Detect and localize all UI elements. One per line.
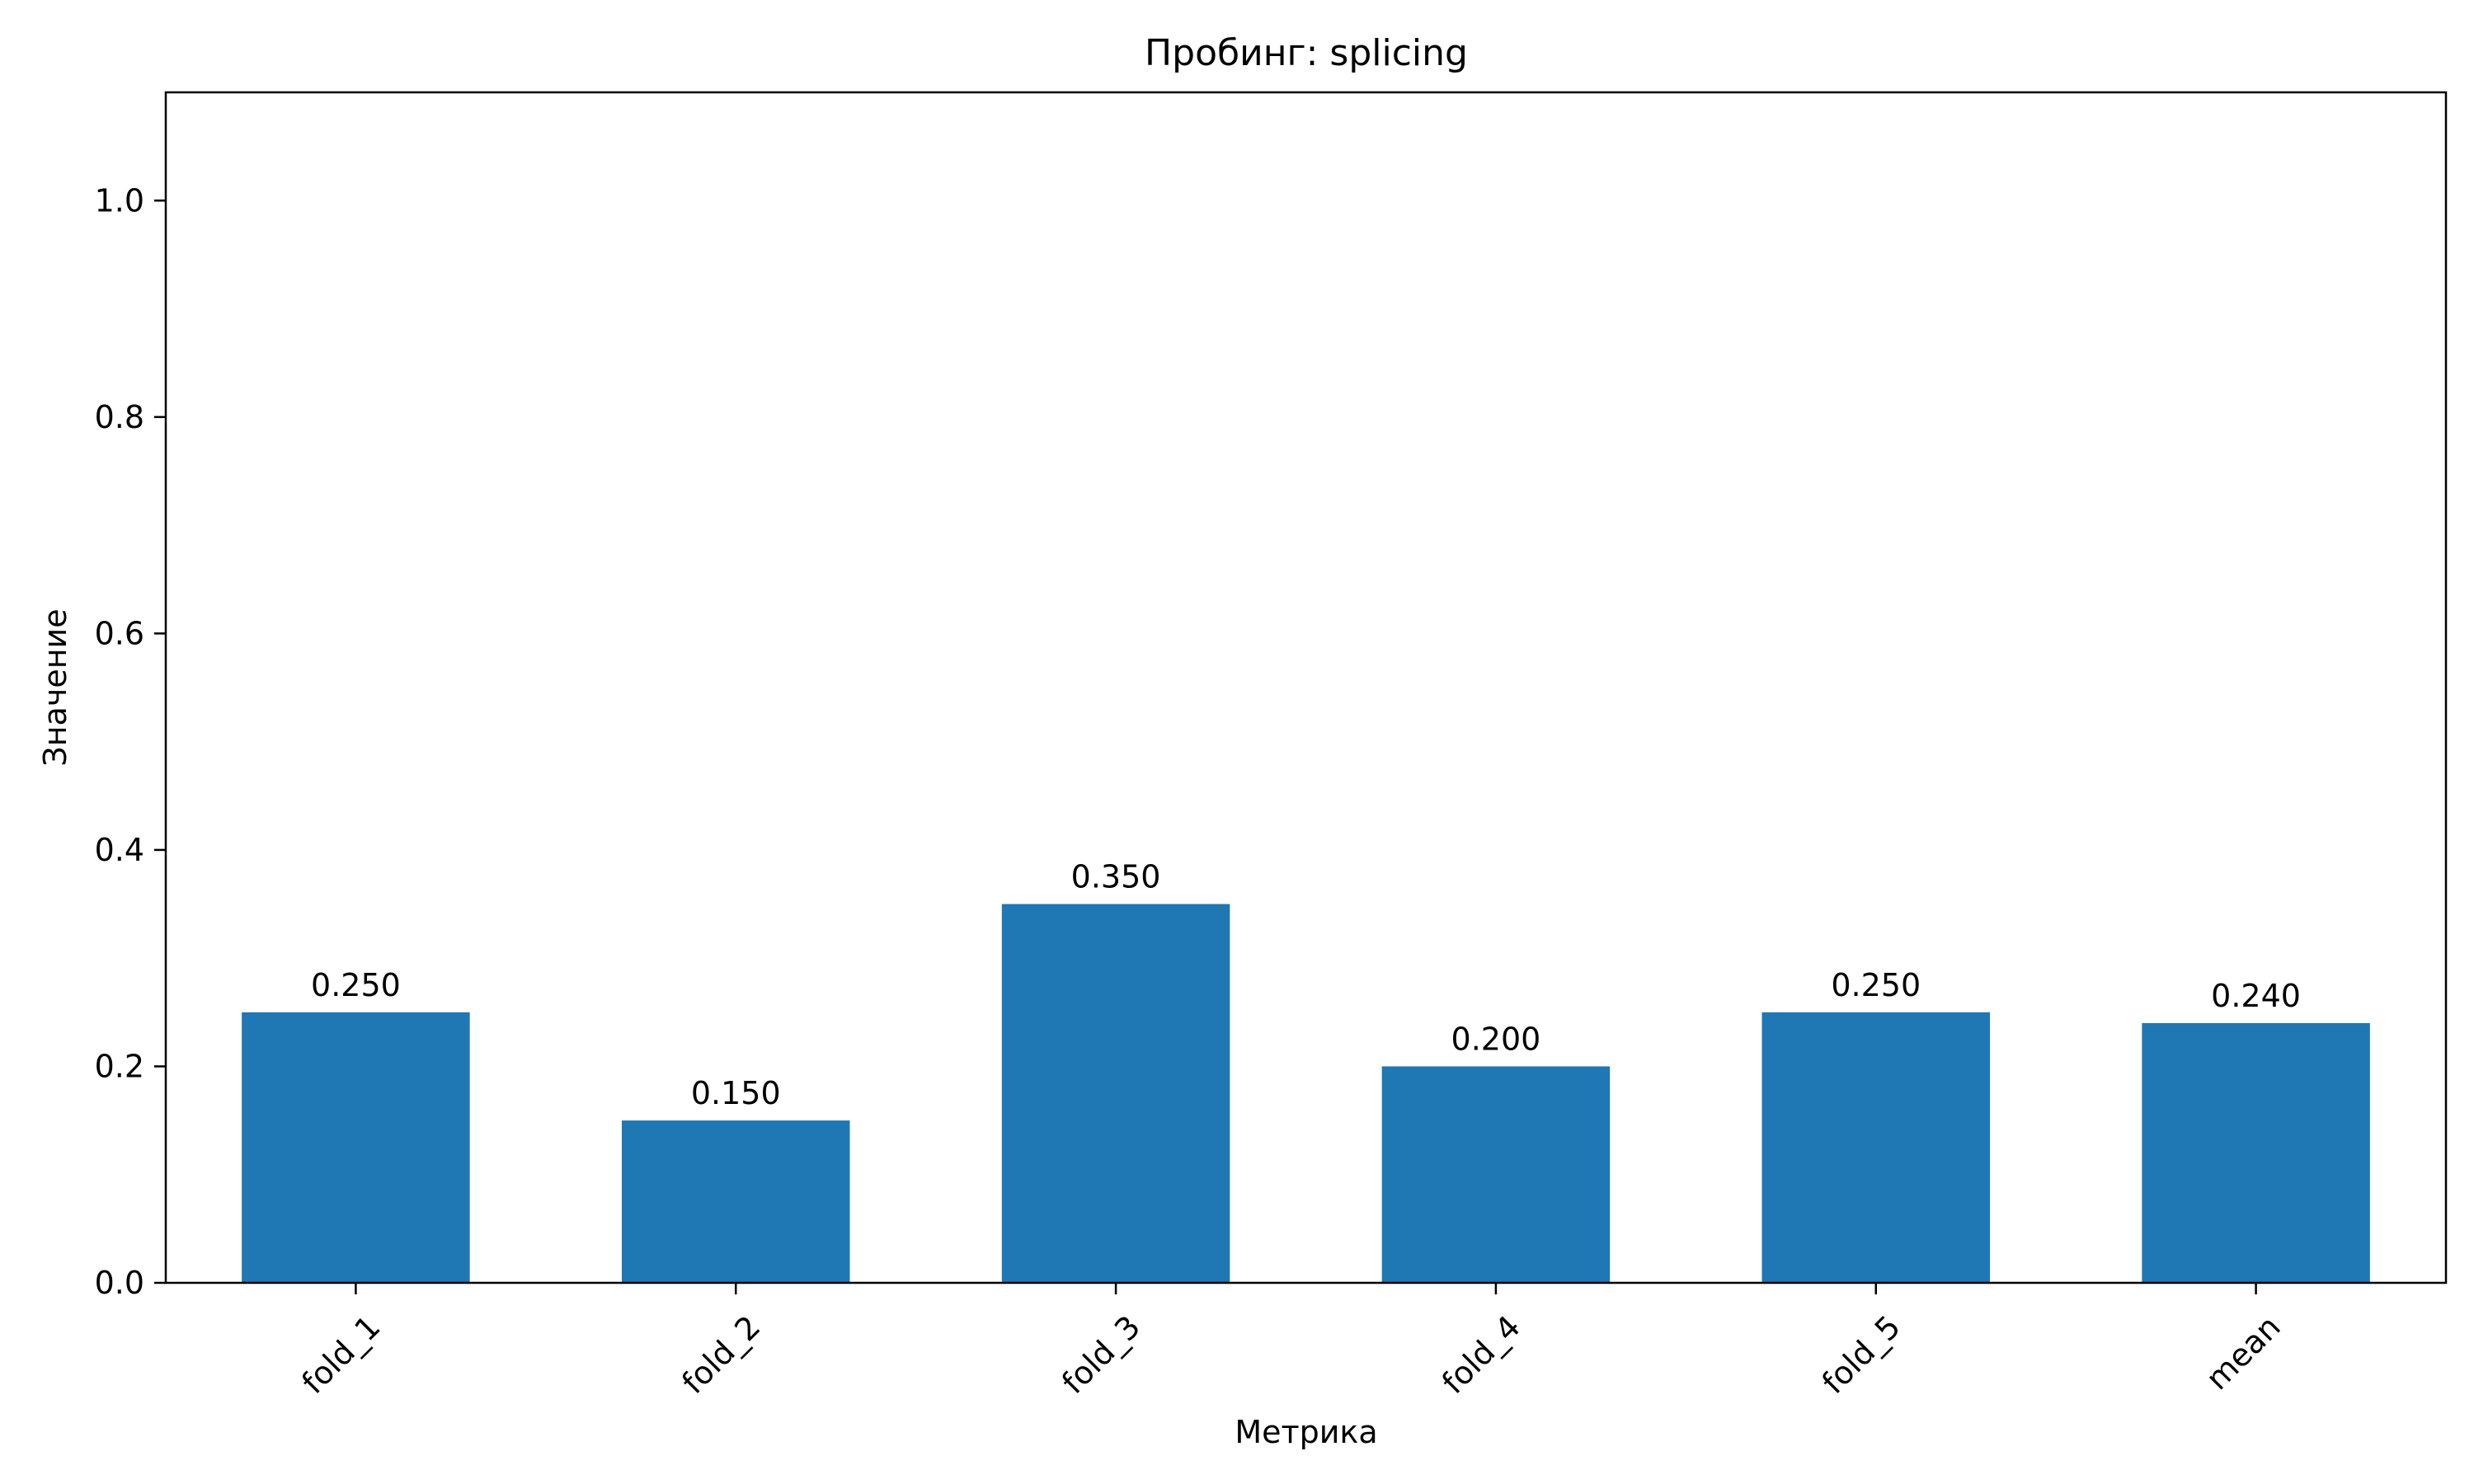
x-axis-label: Метрика [1235,1414,1377,1450]
bar-fold-5 [1761,1012,1990,1283]
y-tick-label: 0.0 [95,1265,144,1301]
bar-value-label: 0.250 [1831,967,1921,1003]
bar-value-label: 0.150 [691,1075,781,1111]
bar-fold-3 [1001,904,1230,1283]
bar-value-label: 0.200 [1451,1021,1541,1057]
chart-title: Пробинг: splicing [1145,32,1468,74]
bar-fold-1 [242,1012,470,1283]
y-tick-label: 1.0 [95,182,144,218]
bar-value-label: 0.350 [1071,859,1161,895]
y-tick-label: 0.6 [95,615,144,651]
y-axis-label: Значение [37,608,73,766]
y-tick-label: 0.8 [95,399,144,435]
y-tick-label: 0.2 [95,1048,144,1084]
y-tick-label: 0.4 [95,832,144,868]
bar-value-label: 0.250 [311,967,401,1003]
bar-mean [2142,1022,2370,1283]
bar-fold-4 [1381,1066,1611,1283]
bar-value-label: 0.240 [2211,978,2301,1014]
bar-fold-2 [622,1120,850,1283]
plot-frame [164,91,2448,1284]
